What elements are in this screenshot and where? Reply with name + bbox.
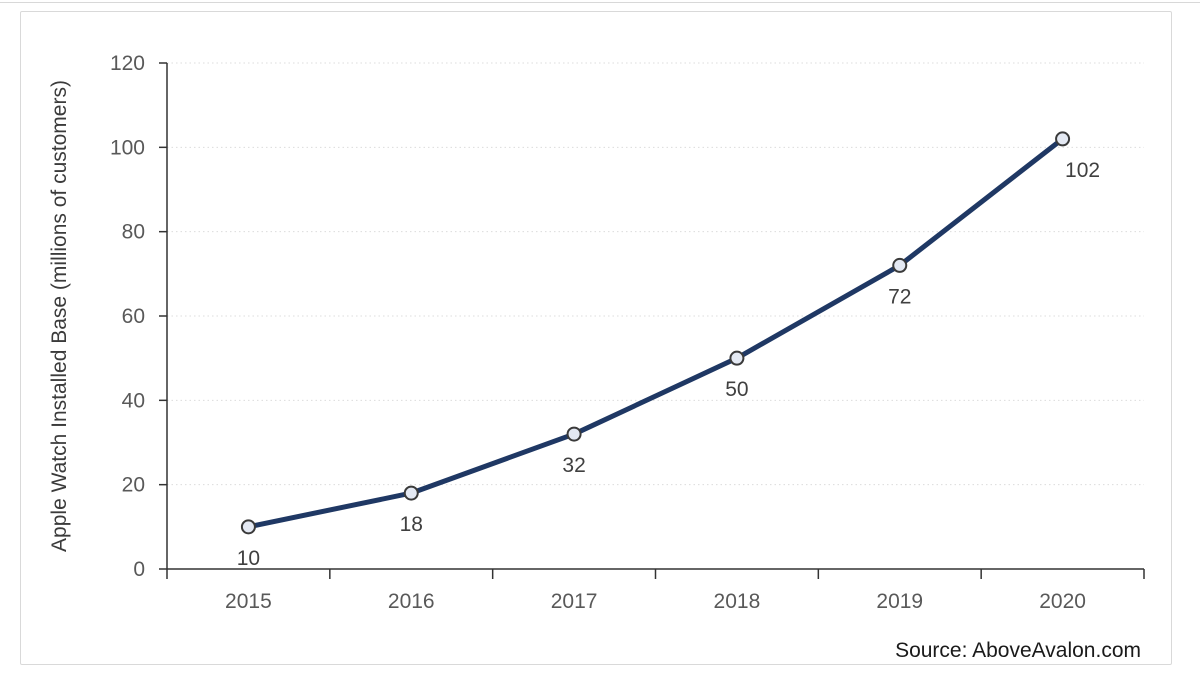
data-label-2015: 10 [237, 547, 260, 570]
source-text: Source: AboveAvalon.com [895, 639, 1141, 662]
data-point-2015 [240, 519, 256, 535]
x-axis-label-2016: 2016 [388, 590, 435, 613]
y-tick-label-100: 100 [110, 136, 145, 159]
y-tick-label-120: 120 [110, 52, 145, 75]
data-point-2016 [403, 485, 419, 501]
data-label-2020: 102 [1065, 159, 1100, 182]
y-tick-label-40: 40 [122, 389, 145, 412]
x-axis-label-2019: 2019 [876, 590, 923, 613]
x-axis-label-2018: 2018 [714, 590, 761, 613]
data-point-2017 [566, 426, 582, 442]
line-chart: 0 20 40 60 80 100 120 2015 2016 2017 2018 2019 2020 1… [48, 52, 1145, 662]
x-axis-label-2015: 2015 [225, 590, 272, 613]
y-tick-label-80: 80 [122, 221, 145, 244]
y-tick-label-60: 60 [122, 305, 145, 328]
y-axis-title: Apple Watch Installed Base (millions of … [48, 80, 71, 552]
x-axis-label-2017: 2017 [551, 590, 598, 613]
data-label-2019: 72 [888, 285, 911, 308]
page-top-divider [0, 2, 1200, 3]
x-axis-label-2020: 2020 [1039, 590, 1086, 613]
series-line [245, 136, 1066, 530]
data-point-2019 [892, 257, 908, 273]
y-tick-label-20: 20 [122, 474, 145, 497]
data-label-2016: 18 [400, 513, 423, 536]
data-label-2018: 50 [725, 378, 748, 401]
data-label-2017: 32 [562, 454, 585, 477]
y-tick-label-0: 0 [133, 558, 145, 581]
data-point-2020 [1055, 131, 1071, 147]
chart-card: 0 20 40 60 80 100 120 2015 2016 2017 2018 2019 2020 1… [20, 11, 1172, 665]
data-point-2018 [729, 350, 745, 366]
